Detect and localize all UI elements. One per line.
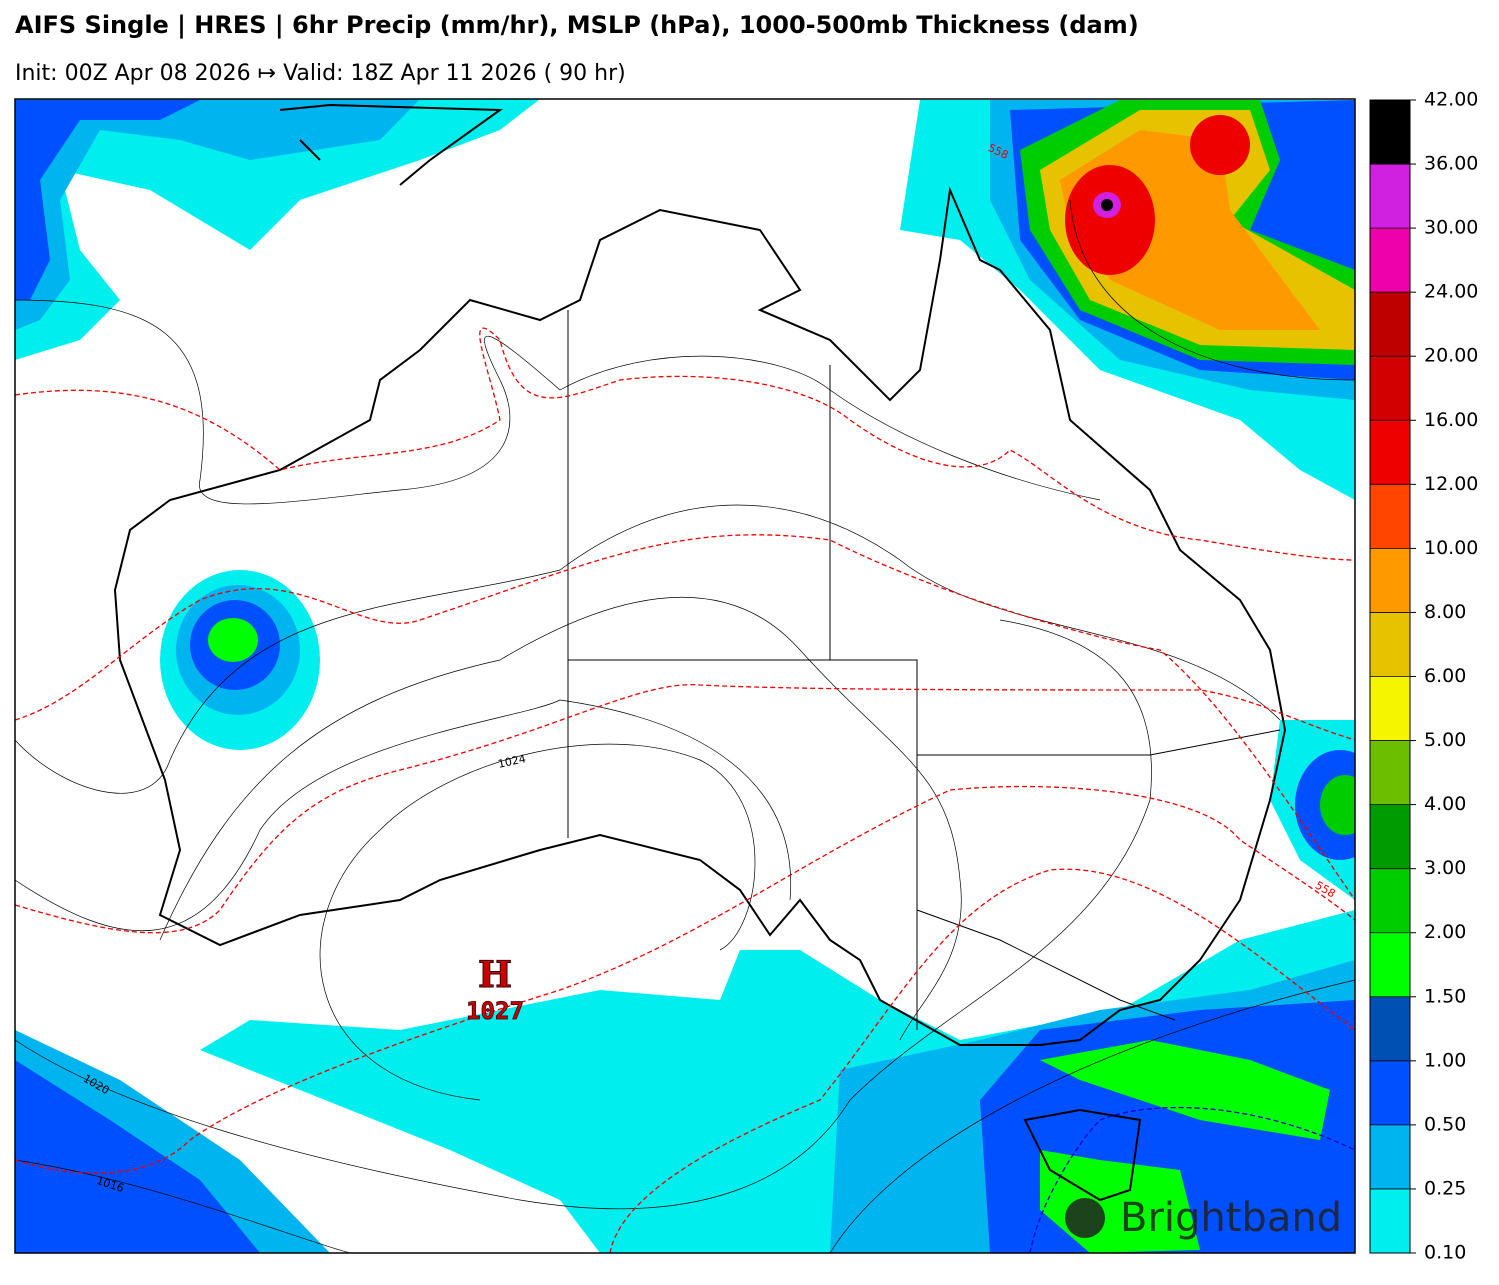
high-symbol: H [478,954,512,996]
colorbar-tick-label: 0.50 [1424,1113,1466,1135]
colorbar-tick-label: 20.00 [1424,345,1478,367]
colorbar-segment [1370,868,1410,933]
colorbar-segment [1370,932,1410,997]
colorbar-tick-label: 16.00 [1424,409,1478,431]
isobar-label: 1024 [497,752,527,771]
colorbar: 0.10 0.25 0.50 1.00 1.50 2.00 3.00 4.00 5.00 6.00… [1369,89,1478,1264]
colorbar-tick-label: 0.10 [1424,1242,1466,1264]
map-frame [14,98,1356,1254]
colorbar-segment [1370,548,1410,613]
colorbar-segment [1370,1060,1410,1125]
colorbar-segment [1370,612,1410,677]
colorbar-segment [1370,292,1410,357]
map: 1024 1020 1016 558 558 H 1027 Brightband [15,99,1355,1253]
colorbar-segment [1370,420,1410,485]
colorbar-tick-label: 2.00 [1424,921,1466,943]
colorbar-tick-label: 3.00 [1424,857,1466,879]
colorbar-segment [1370,740,1410,805]
high-pressure: 1027 [466,997,524,1025]
colorbar-segment [1370,228,1410,293]
colorbar-tick-label: 6.00 [1424,665,1466,687]
colorbar-tick-label: 4.00 [1424,793,1466,815]
colorbar-segment [1370,676,1410,741]
colorbar-segment [1370,996,1410,1061]
colorbar-tick-label: 42.00 [1424,89,1478,111]
colorbar-tick-label: 30.00 [1424,217,1478,239]
colorbar-segment [1370,164,1410,229]
colorbar-tick-label: 1.50 [1424,985,1466,1007]
colorbar-tick-label: 12.00 [1424,473,1478,495]
colorbar-segment [1370,100,1410,165]
colorbar-segment [1370,484,1410,549]
colorbar-tick-label: 24.00 [1424,281,1478,303]
colorbar-segment [1370,1124,1410,1189]
colorbar-tick-label: 1.00 [1424,1049,1466,1071]
logo: Brightband [1120,1195,1342,1241]
colorbar-tick-label: 0.25 [1424,1177,1466,1199]
colorbar-tick-label: 36.00 [1424,153,1478,175]
colorbar-frame [1369,99,1411,1254]
colorbar-tick-label: 10.00 [1424,537,1478,559]
coastline [113,186,1287,1046]
colorbar-tick-label: 5.00 [1424,729,1466,751]
colorbar-tick-label: 8.00 [1424,601,1466,623]
tasmania [1023,1108,1142,1202]
colorbar-segment [1370,356,1410,421]
title: AIFS Single | HRES | 6hr Precip (mm/hr),… [15,11,1139,39]
subtitle: Init: 00Z Apr 08 2026 ↦ Valid: 18Z Apr 1… [15,61,626,86]
colorbar-segment [1370,804,1410,869]
colorbar-segment [1370,1188,1410,1253]
precip [15,99,1355,1253]
